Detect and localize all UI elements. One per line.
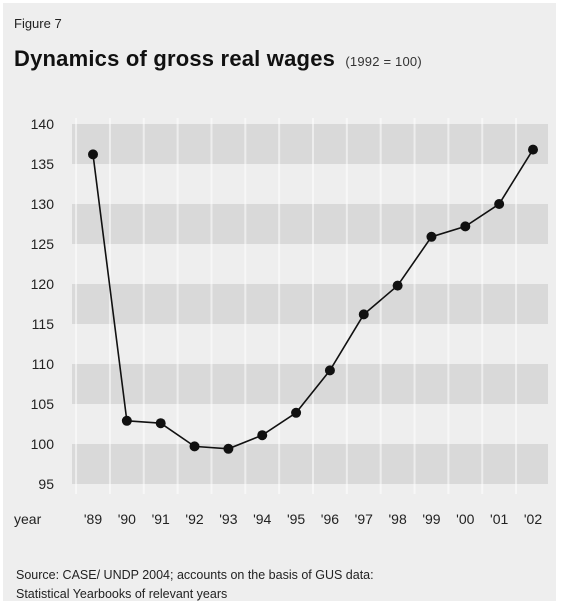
x-tick-label: '98 (388, 511, 406, 527)
data-point (358, 309, 369, 320)
x-tick-label: '94 (253, 511, 271, 527)
data-point (460, 221, 471, 232)
x-tick-label: '93 (219, 511, 237, 527)
y-tick-label: 120 (31, 276, 55, 292)
x-tick-label: '96 (321, 511, 339, 527)
data-point (189, 441, 200, 452)
chart-title: Dynamics of gross real wages (1992 = 100… (14, 46, 422, 72)
y-tick-label: 135 (31, 156, 55, 172)
data-point (223, 443, 234, 454)
chart-subtitle: (1992 = 100) (345, 54, 422, 69)
x-tick-label: '99 (422, 511, 440, 527)
data-point (88, 149, 98, 160)
x-tick-label: '90 (118, 511, 136, 527)
data-point (291, 407, 302, 418)
x-tick-label: '00 (456, 511, 474, 527)
x-tick-label: '92 (185, 511, 203, 527)
source-note: Source: CASE/ UNDP 2004; accounts on the… (16, 566, 546, 604)
x-tick-label: '95 (287, 511, 305, 527)
source-line-1: Source: CASE/ UNDP 2004; accounts on the… (16, 568, 374, 582)
data-point (528, 144, 538, 155)
y-tick-label: 110 (32, 356, 55, 372)
x-tick-label: '89 (84, 511, 102, 527)
y-tick-label: 100 (31, 436, 55, 452)
series-line (92, 149, 534, 450)
line-chart: 95 100 105 110 115 120 125 130 135 140 year '89 '90 '… (14, 116, 548, 527)
chart-title-text: Dynamics of gross real wages (14, 46, 336, 71)
data-point (426, 231, 437, 242)
grid-band (72, 364, 548, 404)
grid-band (72, 124, 548, 164)
source-line-2: Statistical Yearbooks of relevant years (16, 587, 228, 601)
grid-band (72, 284, 548, 324)
x-axis-label: year (14, 511, 42, 527)
y-tick-label: 95 (38, 476, 54, 492)
data-point (155, 418, 166, 429)
data-point (257, 430, 268, 441)
data-point (121, 415, 132, 426)
x-tick-label: '97 (355, 511, 373, 527)
y-tick-label: 105 (31, 396, 55, 412)
x-tick-label: '02 (524, 511, 542, 527)
data-point (324, 365, 335, 376)
grid-band (72, 444, 548, 484)
y-tick-label: 130 (31, 196, 55, 212)
y-tick-label: 115 (32, 316, 55, 332)
data-point (494, 199, 505, 209)
data-point (392, 280, 403, 291)
x-tick-label: '01 (490, 511, 508, 527)
y-tick-label: 140 (31, 116, 55, 132)
x-tick-label: '91 (152, 511, 170, 527)
figure-label: Figure 7 (14, 16, 62, 31)
y-tick-label: 125 (31, 236, 55, 252)
